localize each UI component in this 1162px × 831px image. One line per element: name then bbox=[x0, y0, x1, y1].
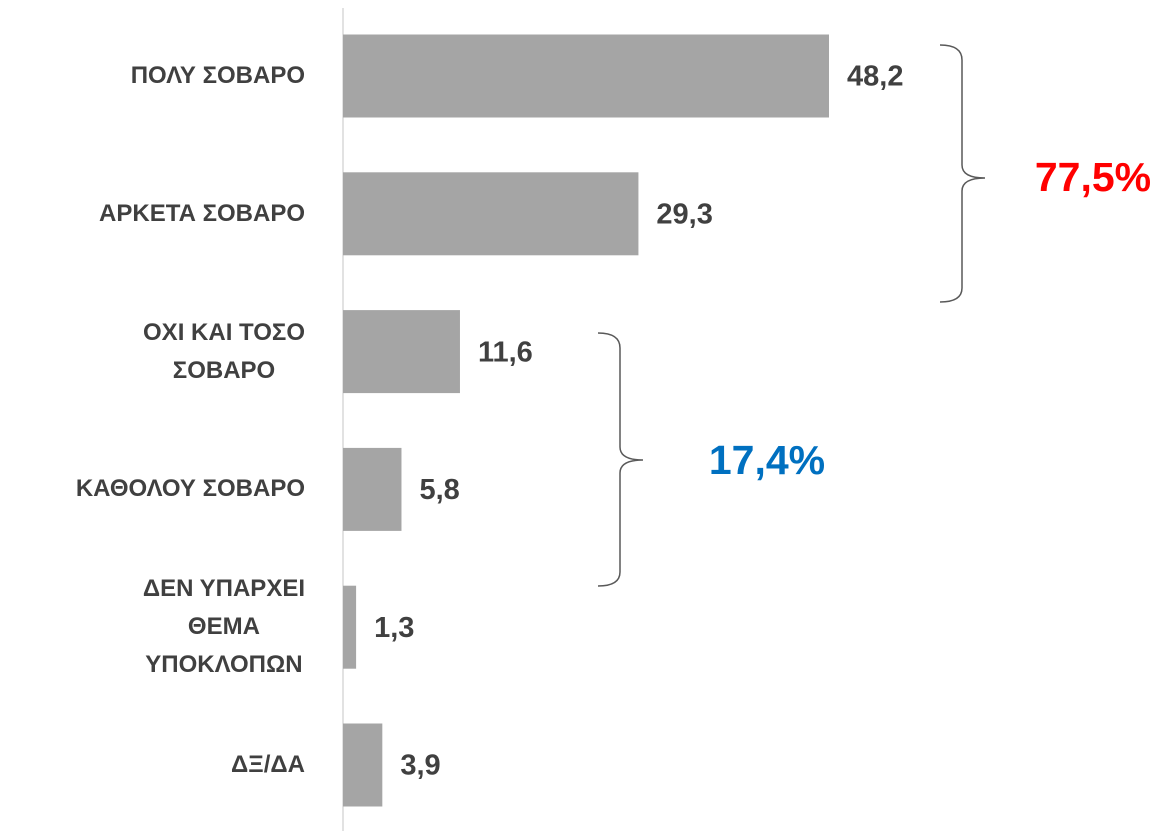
category-label: ΔΕΝ ΥΠΑΡΧΕΙ ΘΕΜΑ ΥΠΟΚΛΟΠΩΝ bbox=[142, 575, 305, 679]
annotation: 77,5% bbox=[1035, 154, 1151, 200]
category-label: ΟΧΙ ΚΑΙ ΤΟΣΟ ΣΟΒΑΡΟ bbox=[143, 318, 305, 384]
bar bbox=[343, 310, 460, 394]
category-label: ΑΡΚΕΤΑ ΣΟΒΑΡΟ bbox=[99, 199, 305, 227]
value-label: 5,8 bbox=[419, 474, 459, 506]
value-label: 3,9 bbox=[400, 750, 440, 782]
bar bbox=[343, 34, 829, 118]
value-label: 1,3 bbox=[374, 612, 414, 644]
category-label: ΔΞ/ΔΑ bbox=[231, 751, 305, 778]
value-label: 48,2 bbox=[847, 61, 903, 93]
bar bbox=[343, 585, 357, 669]
bar bbox=[343, 447, 402, 531]
value-label: 11,6 bbox=[478, 336, 533, 368]
value-label: 29,3 bbox=[656, 198, 712, 230]
bracket bbox=[597, 332, 644, 587]
bar bbox=[343, 723, 383, 807]
category-label: ΠΟΛΥ ΣΟΒΑΡΟ bbox=[130, 62, 305, 89]
bracket bbox=[939, 44, 986, 303]
category-label: ΚΑΘΟΛΟΥ ΣΟΒΑΡΟ bbox=[75, 475, 305, 503]
bar bbox=[343, 172, 639, 256]
annotation: 17,4% bbox=[709, 437, 825, 483]
